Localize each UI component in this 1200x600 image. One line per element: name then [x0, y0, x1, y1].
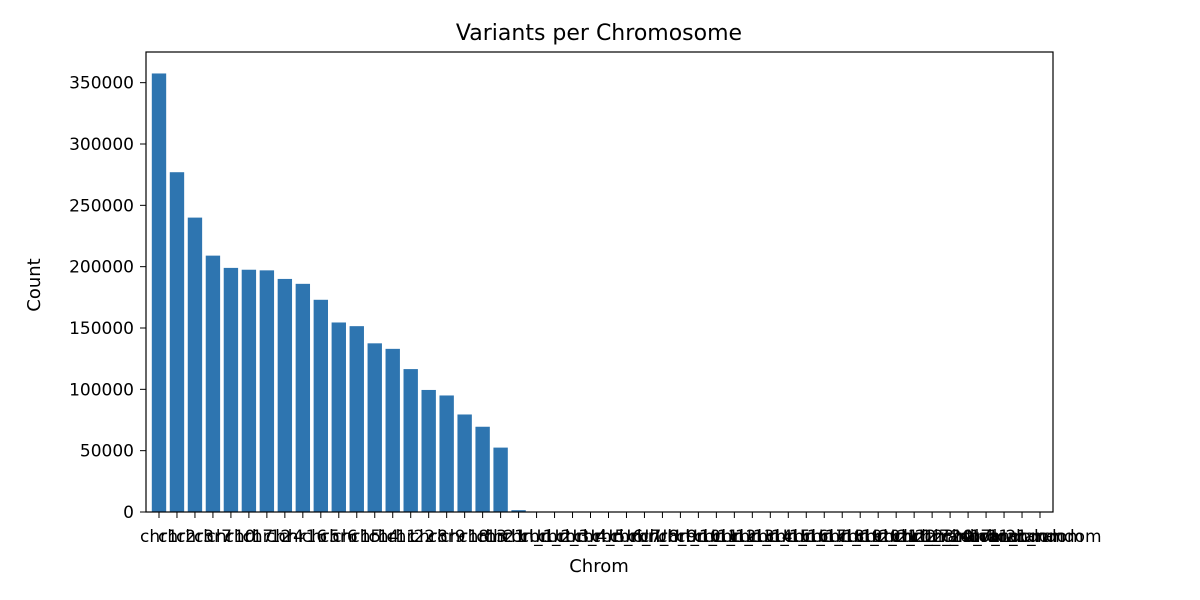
bars-group	[151, 73, 1048, 512]
bar-chr7	[205, 255, 221, 512]
y-tick-label: 250000	[69, 196, 134, 216]
x-tick-label: chr2	[158, 527, 196, 547]
x-tick-label: chr10_random	[924, 527, 1047, 547]
x-tick-label: chr21	[476, 527, 525, 547]
bar-chr2	[169, 172, 185, 512]
x-tick-label: chr10	[207, 527, 256, 547]
x-tick-label: chrUn_4	[538, 527, 608, 547]
bar-chr18	[457, 414, 472, 512]
bar-chr21	[493, 447, 508, 512]
plot-frame	[145, 51, 1054, 513]
y-tick-label: 50000	[80, 442, 134, 462]
x-tick-label: chr7	[194, 527, 232, 547]
y-tick-label: 350000	[69, 74, 134, 94]
x-tick-label: chr1	[140, 527, 178, 547]
bar-chr5	[313, 299, 328, 512]
x-tick-label: chr18	[440, 527, 489, 547]
x-tick-label: chr21_random	[978, 527, 1101, 547]
x-tick-label: chr14	[350, 527, 399, 547]
x-tick-label: chr3	[176, 527, 214, 547]
x-tick-label: chr17	[225, 527, 274, 547]
bar-chr10	[223, 267, 239, 512]
y-tick-label: 200000	[69, 258, 134, 278]
x-tick-label: chr13	[458, 527, 507, 547]
x-tick-label: chr1_random	[894, 527, 1006, 547]
bar-chr16	[295, 283, 311, 512]
x-tick-label: chr11_random	[960, 527, 1083, 547]
y-tick-label: 0	[123, 503, 134, 523]
bar-chr13	[475, 426, 490, 512]
x-tick-label: chrUn_3	[520, 527, 590, 547]
x-tick-label: chrUn_14	[712, 527, 792, 547]
x-tick-label: chrUn_2	[502, 527, 572, 547]
x-tick-label: chr5	[302, 527, 340, 547]
x-tick-label: chrUn_13	[694, 527, 774, 547]
bar-chrUn_1	[511, 510, 526, 512]
x-tick-label: chrUn_9	[628, 527, 698, 547]
bar-chr12	[259, 270, 275, 512]
x-axis: chr1chr2chr3chr7chr10chr17chr12chr4chr16…	[140, 512, 1102, 547]
bar-chr11	[385, 348, 400, 512]
x-tick-label: chrUn_23	[874, 527, 954, 547]
bar-chr14	[367, 343, 382, 512]
x-tick-label: chr11	[368, 527, 417, 547]
x-tick-label: chr16	[278, 527, 327, 547]
y-tick-label: 150000	[69, 319, 134, 339]
bar-chr3	[187, 217, 203, 512]
x-tick-label: chrUn_8	[610, 527, 680, 547]
x-tick-label: chr22	[386, 527, 435, 547]
bar-chr6	[331, 322, 346, 512]
x-tick-label: chrUn_16	[748, 527, 828, 547]
y-tick-label: 100000	[69, 380, 134, 400]
x-tick-label: chrUn_22	[856, 527, 936, 547]
x-tick-label: chr12	[242, 527, 291, 547]
x-tick-label: chrUn_10	[640, 527, 720, 547]
x-tick-label: chrUn_24	[892, 527, 972, 547]
chart-title: Variants per Chromosome	[456, 21, 742, 46]
x-tick-label: chrUn_15	[730, 527, 810, 547]
bar-chr17	[241, 269, 257, 512]
x-tick-label: chrUn_11	[658, 527, 738, 547]
y-axis-label: Count	[24, 258, 45, 311]
y-axis: 0 50000 100000 150000 200000 250000 300000 3500…	[69, 74, 146, 523]
x-tick-label: chrUn_12	[676, 527, 756, 547]
bar-chr8	[421, 389, 436, 512]
x-tick-label: chrUn_18	[784, 527, 864, 547]
x-tick-label: chr9	[428, 527, 466, 547]
x-tick-label: chr7_random	[912, 527, 1024, 547]
x-tick-label: chr6	[320, 527, 358, 547]
bar-chr1	[151, 73, 167, 512]
x-tick-label: chrUn_19	[802, 527, 882, 547]
bar-chr4	[277, 278, 293, 512]
y-tick-label: 300000	[69, 135, 134, 155]
x-tick-label: chrUn_5	[556, 527, 626, 547]
x-tick-label: chr8	[410, 527, 448, 547]
x-tick-label: chrUn_20	[820, 527, 900, 547]
x-tick-label: chrUn_17	[766, 527, 846, 547]
bar-chr15	[349, 326, 364, 512]
x-tick-label: chrUn_1	[484, 527, 554, 547]
x-tick-label: chrUn_21	[838, 527, 918, 547]
bar-chr9	[439, 395, 454, 512]
x-tick-label: chrUn_6	[574, 527, 644, 547]
x-tick-label: chrUn_7	[592, 527, 662, 547]
bar-chr22	[403, 369, 418, 512]
x-tick-label: chr4	[266, 527, 304, 547]
x-tick-label: chr17_random	[942, 527, 1065, 547]
x-axis-label: Chrom	[569, 556, 629, 577]
x-tick-label: chr15	[332, 527, 381, 547]
